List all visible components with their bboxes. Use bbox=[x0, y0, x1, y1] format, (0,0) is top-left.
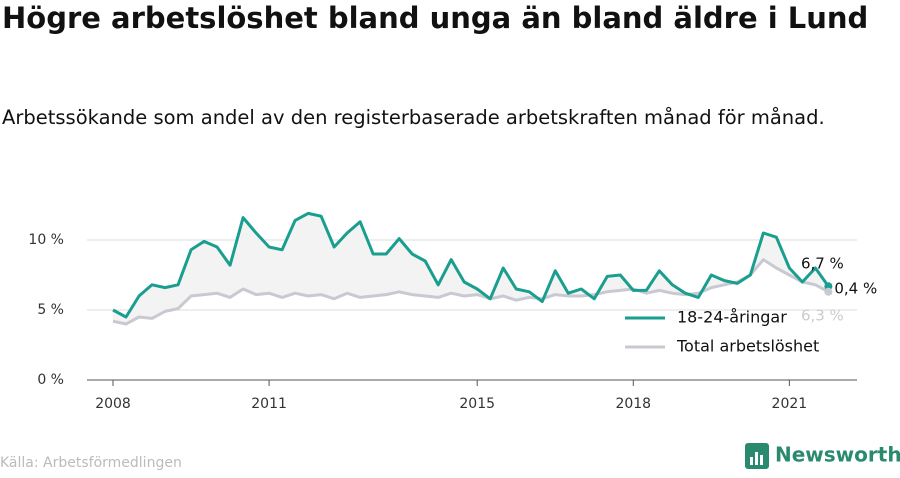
data-label: 6,3 % bbox=[801, 306, 844, 324]
logo-bar bbox=[755, 452, 758, 465]
x-tick-label: 2018 bbox=[615, 396, 651, 412]
brand-logo: Newsworthy bbox=[745, 443, 900, 469]
chart-title: Högre arbetslöshet bland unga än bland ä… bbox=[2, 1, 868, 35]
line-series bbox=[112, 258, 830, 326]
x-tick-label: 2008 bbox=[95, 396, 131, 412]
gap-area bbox=[113, 213, 829, 324]
gap-label: 0,4 % bbox=[834, 280, 877, 298]
x-tick-label: 2021 bbox=[772, 396, 808, 412]
logo-bar bbox=[750, 457, 753, 465]
y-tick-label: 0 % bbox=[37, 372, 64, 388]
legend-label: Total arbetslöshet bbox=[676, 337, 819, 356]
x-tick-label: 2011 bbox=[251, 396, 287, 412]
legend-label: 18-24-åringar bbox=[677, 308, 787, 327]
y-tick-label: 10 % bbox=[28, 232, 64, 248]
brand-name: Newsworthy bbox=[775, 443, 900, 467]
end-point bbox=[824, 282, 833, 291]
end-point bbox=[824, 287, 833, 296]
source: Källa: Arbetsförmedlingen bbox=[0, 455, 182, 471]
line-series bbox=[112, 211, 830, 319]
chart-subtitle: Arbetssökande som andel av den registerb… bbox=[2, 106, 825, 129]
data-label: 6,7 % bbox=[801, 255, 844, 273]
x-tick-label: 2015 bbox=[459, 396, 495, 412]
logo-bar bbox=[760, 455, 763, 465]
y-tick-label: 5 % bbox=[37, 302, 64, 318]
